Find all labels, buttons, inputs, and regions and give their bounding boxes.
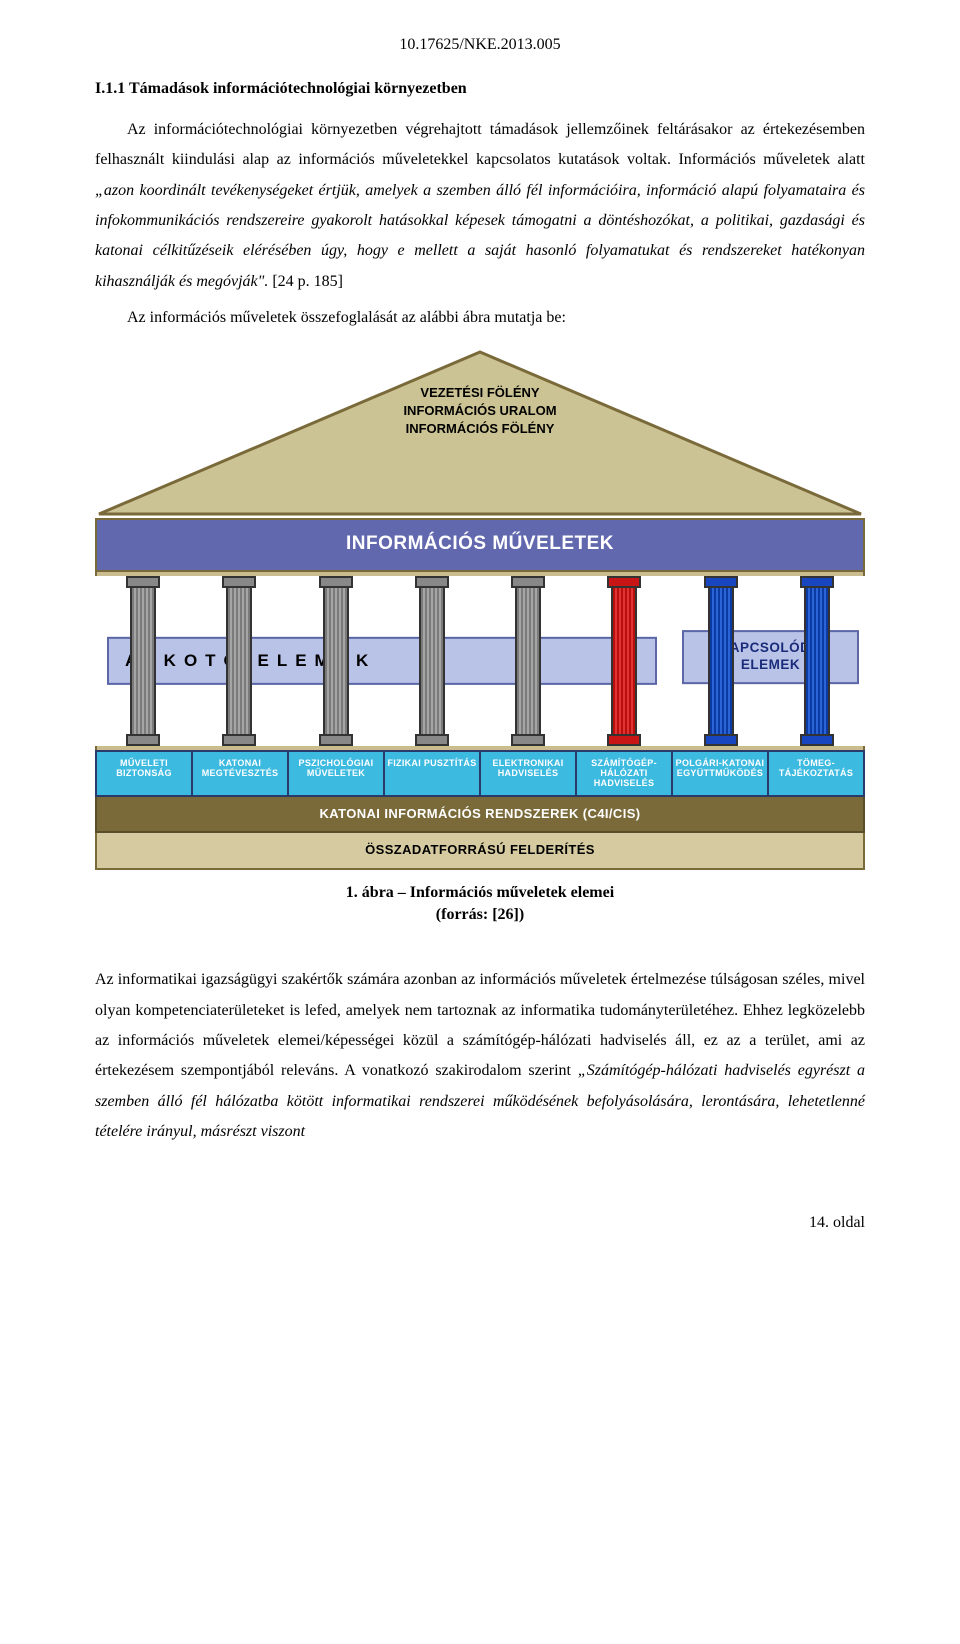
pillar-slot — [480, 576, 576, 746]
paragraph-1: Az információtechnológiai környezetben v… — [95, 115, 865, 297]
doc-id: 10.17625/NKE.2013.005 — [95, 30, 865, 60]
base-cell: POLGÁRI-KATONAI EGYÜTTMŰKÖDÉS — [673, 750, 769, 797]
pillar — [226, 576, 252, 746]
caption-line2: (forrás: [26]) — [436, 906, 524, 923]
pillar-slot — [576, 576, 672, 746]
roof-text: VEZETÉSI FÖLÉNY INFORMÁCIÓS URALOM INFOR… — [95, 384, 865, 439]
pillar — [419, 576, 445, 746]
entablature: INFORMÁCIÓS MŰVELETEK — [95, 518, 865, 572]
pillar-slot — [191, 576, 287, 746]
base-cell: KATONAI MEGTÉVESZTÉS — [193, 750, 289, 797]
base-cell: SZÁMÍTÓGÉP-HÁLÓZATI HADVISELÉS — [577, 750, 673, 797]
base-cell: FIZIKAI PUSZTÍTÁS — [385, 750, 481, 797]
pillar — [804, 576, 830, 746]
pillar-slot — [95, 576, 191, 746]
section-heading: I.1.1 Támadások információtechnológiai k… — [95, 74, 865, 104]
p1-cite: [24 p. 185] — [268, 273, 343, 290]
page-footer: 14. oldal — [95, 1208, 865, 1238]
bar-dark: KATONAI INFORMÁCIÓS RENDSZEREK (C4I/CIS) — [95, 797, 865, 834]
p1-italic: „azon koordinált tevékenységeket értjük,… — [95, 182, 865, 290]
roof-line1: VEZETÉSI FÖLÉNY — [95, 384, 865, 402]
pillar-row: ALKOTÓ ELEMEK KAPCSOLÓDÓ ELEMEK — [95, 576, 865, 746]
caption-line1: 1. ábra – Információs műveletek elemei — [346, 884, 614, 901]
diagram-roof: VEZETÉSI FÖLÉNY INFORMÁCIÓS URALOM INFOR… — [95, 348, 865, 518]
pillar — [515, 576, 541, 746]
pillar-slot — [769, 576, 865, 746]
p1-normal: Az információtechnológiai környezetben v… — [95, 121, 865, 168]
paragraph-2: Az informatikai igazságügyi szakértők sz… — [95, 965, 865, 1147]
figure-caption: 1. ábra – Információs műveletek elemei (… — [95, 882, 865, 925]
bar-light: ÖSSZADATFORRÁSÚ FELDERÍTÉS — [95, 833, 865, 870]
roof-line2: INFORMÁCIÓS URALOM — [95, 402, 865, 420]
diagram: VEZETÉSI FÖLÉNY INFORMÁCIÓS URALOM INFOR… — [95, 348, 865, 871]
pillar-slot — [384, 576, 480, 746]
base-row: MŰVELETI BIZTONSÁGKATONAI MEGTÉVESZTÉSPS… — [95, 750, 865, 797]
base-cell: PSZICHOLÓGIAI MŰVELETEK — [289, 750, 385, 797]
pillar — [130, 576, 156, 746]
roof-line3: INFORMÁCIÓS FÖLÉNY — [95, 420, 865, 438]
pillar-slot — [673, 576, 769, 746]
lead-in: Az információs műveletek összefoglalását… — [95, 303, 865, 333]
base-cell: TÖMEG-TÁJÉKOZTATÁS — [769, 750, 865, 797]
base-cell: MŰVELETI BIZTONSÁG — [95, 750, 193, 797]
pillar — [611, 576, 637, 746]
pillar — [323, 576, 349, 746]
base-cell: ELEKTRONIKAI HADVISELÉS — [481, 750, 577, 797]
pillar-slot — [288, 576, 384, 746]
pillar — [708, 576, 734, 746]
